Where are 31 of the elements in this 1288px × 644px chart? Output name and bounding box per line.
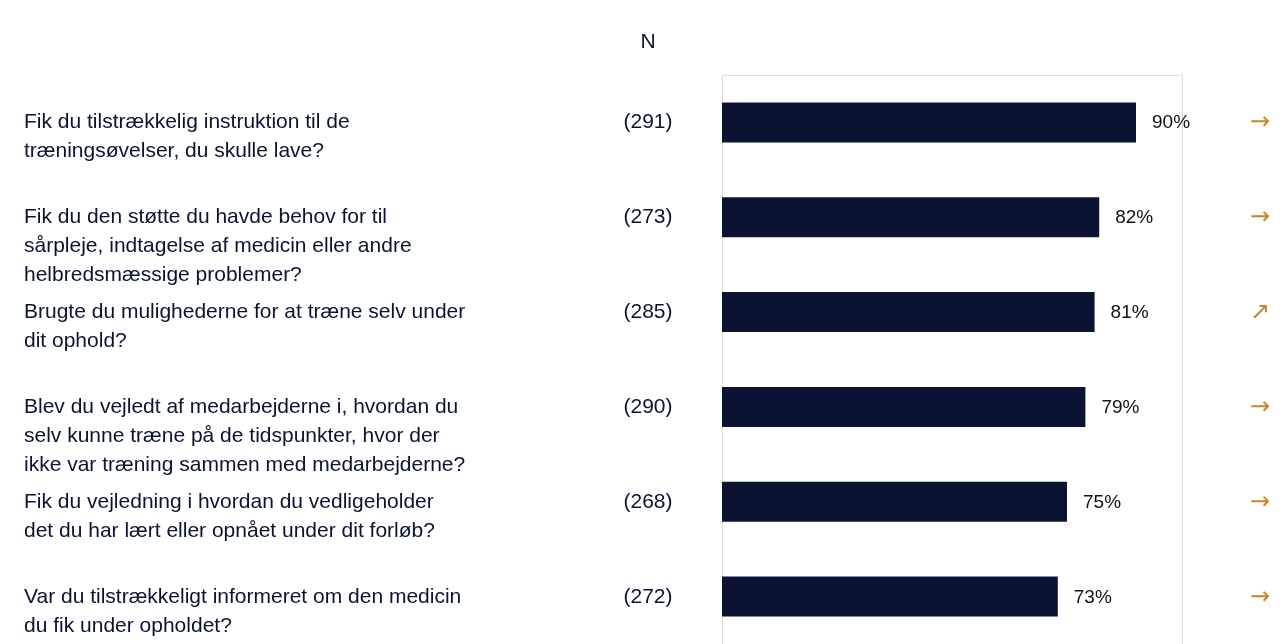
text: (268): [623, 488, 673, 512]
text: →: [1249, 107, 1271, 136]
data-label: 82%: [1115, 206, 1154, 228]
text: (291): [623, 109, 673, 133]
data-label: 79%: [1101, 395, 1140, 417]
data-label: 90%: [1152, 111, 1191, 133]
text: (272): [623, 583, 673, 607]
bar: [722, 102, 1136, 143]
text: ↗: [1249, 297, 1271, 326]
text: →: [1249, 581, 1271, 610]
text: (290): [623, 393, 673, 417]
text: N: [640, 29, 656, 52]
bar: [722, 481, 1067, 522]
data-label: 73%: [1073, 585, 1112, 607]
y-tick-label: Blev du vejledt af medarbejderne i, hvordan du selv kunne træne på de tidspunkter, hvor der ikke var træning sammen med medarbejderne?: [24, 393, 466, 475]
bar: [722, 292, 1095, 333]
text: (285): [623, 299, 673, 323]
y-tick-label: Var du tilstrækkeligt informeret om den medicin du fik under opholdet?: [24, 583, 462, 636]
y-tick-label: Fik du vejledning i hvordan du vedligeholder det du har lært eller opnået under dit forløb?: [24, 488, 435, 541]
y-tick-label: Fik du tilstrækkelig instruktion til de træningsøvelser, du skulle lave?: [24, 109, 350, 162]
bar: [722, 576, 1058, 617]
text: (273): [623, 204, 673, 228]
y-tick-label: Brugte du mulighederne for at træne selv under dit ophold?: [24, 299, 466, 352]
text: →: [1249, 391, 1271, 420]
data-label: 75%: [1083, 490, 1122, 512]
bar: [722, 197, 1100, 238]
y-tick-label: Fik du den støtte du havde behov for til sårpleje, indtagelse af medicin eller andre helbredsmæssige problemer?: [24, 204, 412, 286]
text: →: [1249, 202, 1271, 231]
data-label: 81%: [1110, 301, 1149, 323]
text: →: [1249, 486, 1271, 515]
bar: [722, 386, 1086, 427]
